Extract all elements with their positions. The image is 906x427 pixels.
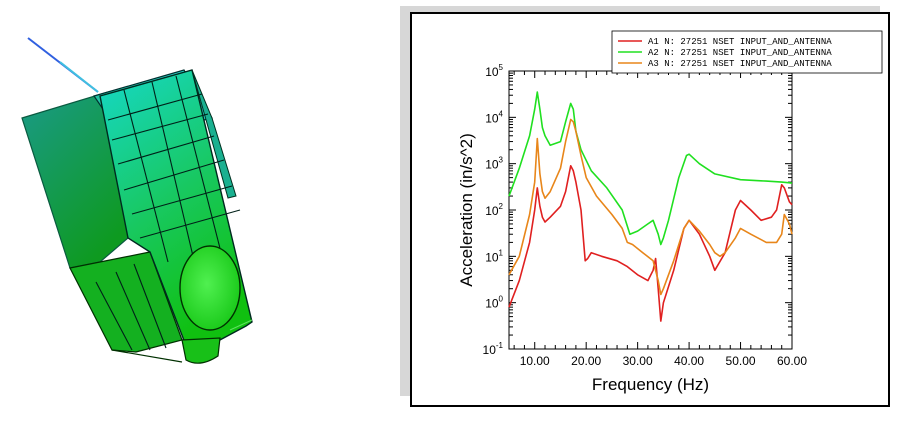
legend-entry-3: A3 N: 27251 NSET INPUT_AND_ANTENNA [648, 59, 832, 69]
acceleration-frequency-chart: 10.00 20.00 30.00 40.00 50.00 60.00 10-1 100 101… [457, 30, 883, 394]
y-tick-label: 104 [485, 109, 503, 125]
satellite-fe-model-image [0, 0, 380, 422]
x-tick-label: 60.00 [777, 354, 807, 368]
series-line-2 [508, 91, 793, 246]
series-line-1 [508, 165, 793, 322]
chart-frame: 10.00 20.00 30.00 40.00 50.00 60.00 10-1 100 101… [410, 12, 890, 407]
satellite-model-drawing [21, 37, 253, 364]
x-tick-label: 10.00 [520, 354, 550, 368]
y-tick-label: 100 [485, 295, 503, 311]
y-tick-label: 10-1 [483, 341, 504, 357]
y-tick-label: 101 [485, 248, 503, 264]
legend-entry-2: A2 N: 27251 NSET INPUT_AND_ANTENNA [648, 48, 832, 58]
x-tick-label: 50.00 [726, 354, 756, 368]
y-tick-label: 103 [485, 156, 503, 172]
x-tick-label: 30.00 [623, 354, 653, 368]
y-tick-label: 105 [485, 63, 503, 79]
plot-axes [508, 70, 793, 350]
plot-border [508, 70, 793, 350]
legend-entry-1: A1 N: 27251 NSET INPUT_AND_ANTENNA [648, 37, 832, 47]
x-axis-label: Frequency (Hz) [592, 375, 709, 394]
y-tick-label: 102 [485, 202, 503, 218]
tick-labels: 10.00 20.00 30.00 40.00 50.00 60.00 10-1 100 101… [483, 63, 808, 368]
legend-box [611, 30, 883, 74]
x-tick-label: 40.00 [674, 354, 704, 368]
x-tick-label: 20.00 [571, 354, 601, 368]
plot-series [508, 91, 793, 322]
y-axis-label: Acceleration (in/s^2) [457, 133, 476, 286]
series-line-3 [508, 118, 793, 296]
